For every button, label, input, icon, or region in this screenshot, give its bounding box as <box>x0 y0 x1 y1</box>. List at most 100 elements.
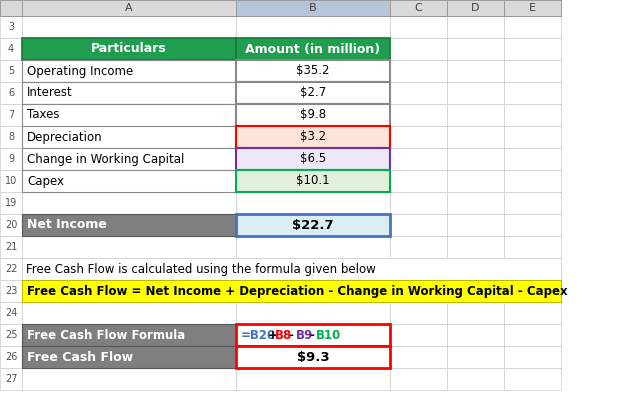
Text: 6: 6 <box>8 88 14 98</box>
Text: Amount (in million): Amount (in million) <box>246 42 381 55</box>
Text: Operating Income: Operating Income <box>27 65 133 78</box>
Text: B: B <box>309 3 317 13</box>
Bar <box>447 258 504 280</box>
Bar <box>236 60 390 82</box>
Bar <box>504 302 561 324</box>
Bar <box>447 324 504 346</box>
Bar <box>0 236 22 258</box>
Bar <box>22 148 236 170</box>
Bar <box>236 126 390 148</box>
Text: B9: B9 <box>296 328 313 341</box>
Bar <box>447 16 504 38</box>
Bar <box>236 82 390 104</box>
Bar <box>22 346 236 368</box>
Bar <box>390 280 447 302</box>
Bar <box>447 236 504 258</box>
Bar <box>0 192 22 214</box>
Text: Particulars: Particulars <box>91 42 167 55</box>
Text: 10: 10 <box>5 176 17 186</box>
Text: $9.3: $9.3 <box>297 351 329 364</box>
Bar <box>22 236 236 258</box>
Text: +: + <box>268 328 278 341</box>
Bar <box>504 346 561 368</box>
Bar <box>22 368 236 390</box>
Text: 19: 19 <box>5 198 17 208</box>
Bar <box>236 170 390 192</box>
Text: D: D <box>471 3 480 13</box>
Bar <box>504 126 561 148</box>
Bar <box>0 126 22 148</box>
Bar <box>22 60 236 82</box>
Text: 25: 25 <box>5 330 17 340</box>
Bar <box>0 170 22 192</box>
Bar <box>0 0 22 16</box>
Text: -: - <box>309 328 314 341</box>
Bar <box>390 346 447 368</box>
Bar <box>236 148 390 170</box>
Bar <box>236 192 390 214</box>
Bar <box>236 214 390 236</box>
Text: 4: 4 <box>8 44 14 54</box>
Bar <box>236 104 390 126</box>
Bar <box>236 346 390 368</box>
Bar <box>447 192 504 214</box>
Bar <box>0 368 22 390</box>
Bar <box>236 16 390 38</box>
Bar <box>22 38 236 60</box>
Bar <box>447 302 504 324</box>
Bar <box>22 16 236 38</box>
Bar <box>390 60 447 82</box>
Bar <box>390 302 447 324</box>
Bar <box>390 104 447 126</box>
Text: 23: 23 <box>5 286 17 296</box>
Bar <box>504 170 561 192</box>
Bar <box>22 82 236 104</box>
Bar <box>447 82 504 104</box>
Text: $2.7: $2.7 <box>300 86 326 99</box>
Text: 22: 22 <box>5 264 17 274</box>
Text: $9.8: $9.8 <box>300 109 326 122</box>
Bar <box>504 0 561 16</box>
Text: 20: 20 <box>5 220 17 230</box>
Bar <box>504 214 561 236</box>
Bar <box>236 38 390 60</box>
Bar <box>0 16 22 38</box>
Bar <box>22 302 236 324</box>
Text: C: C <box>415 3 423 13</box>
Bar <box>447 280 504 302</box>
Bar <box>0 38 22 60</box>
Bar <box>504 258 561 280</box>
Text: 27: 27 <box>5 374 17 384</box>
Bar <box>22 170 236 192</box>
Text: 3: 3 <box>8 22 14 32</box>
Text: 9: 9 <box>8 154 14 164</box>
Text: =B20: =B20 <box>241 328 276 341</box>
Bar <box>390 126 447 148</box>
Bar <box>236 324 390 346</box>
Bar <box>0 346 22 368</box>
Bar <box>390 0 447 16</box>
Bar <box>0 302 22 324</box>
Bar <box>0 148 22 170</box>
Bar <box>447 38 504 60</box>
Bar <box>504 192 561 214</box>
Bar <box>390 368 447 390</box>
Text: 8: 8 <box>8 132 14 142</box>
Bar <box>390 214 447 236</box>
Bar <box>390 82 447 104</box>
Text: Depreciation: Depreciation <box>27 130 102 143</box>
Bar <box>22 148 236 170</box>
Bar <box>0 82 22 104</box>
Bar <box>236 214 390 236</box>
Bar <box>504 148 561 170</box>
Bar <box>22 324 236 346</box>
Bar <box>504 60 561 82</box>
Text: E: E <box>529 3 536 13</box>
Bar <box>447 346 504 368</box>
Bar <box>447 0 504 16</box>
Bar <box>236 346 390 368</box>
Bar <box>0 258 22 280</box>
Bar <box>22 126 236 148</box>
Bar <box>447 214 504 236</box>
Text: Net Income: Net Income <box>27 218 107 232</box>
